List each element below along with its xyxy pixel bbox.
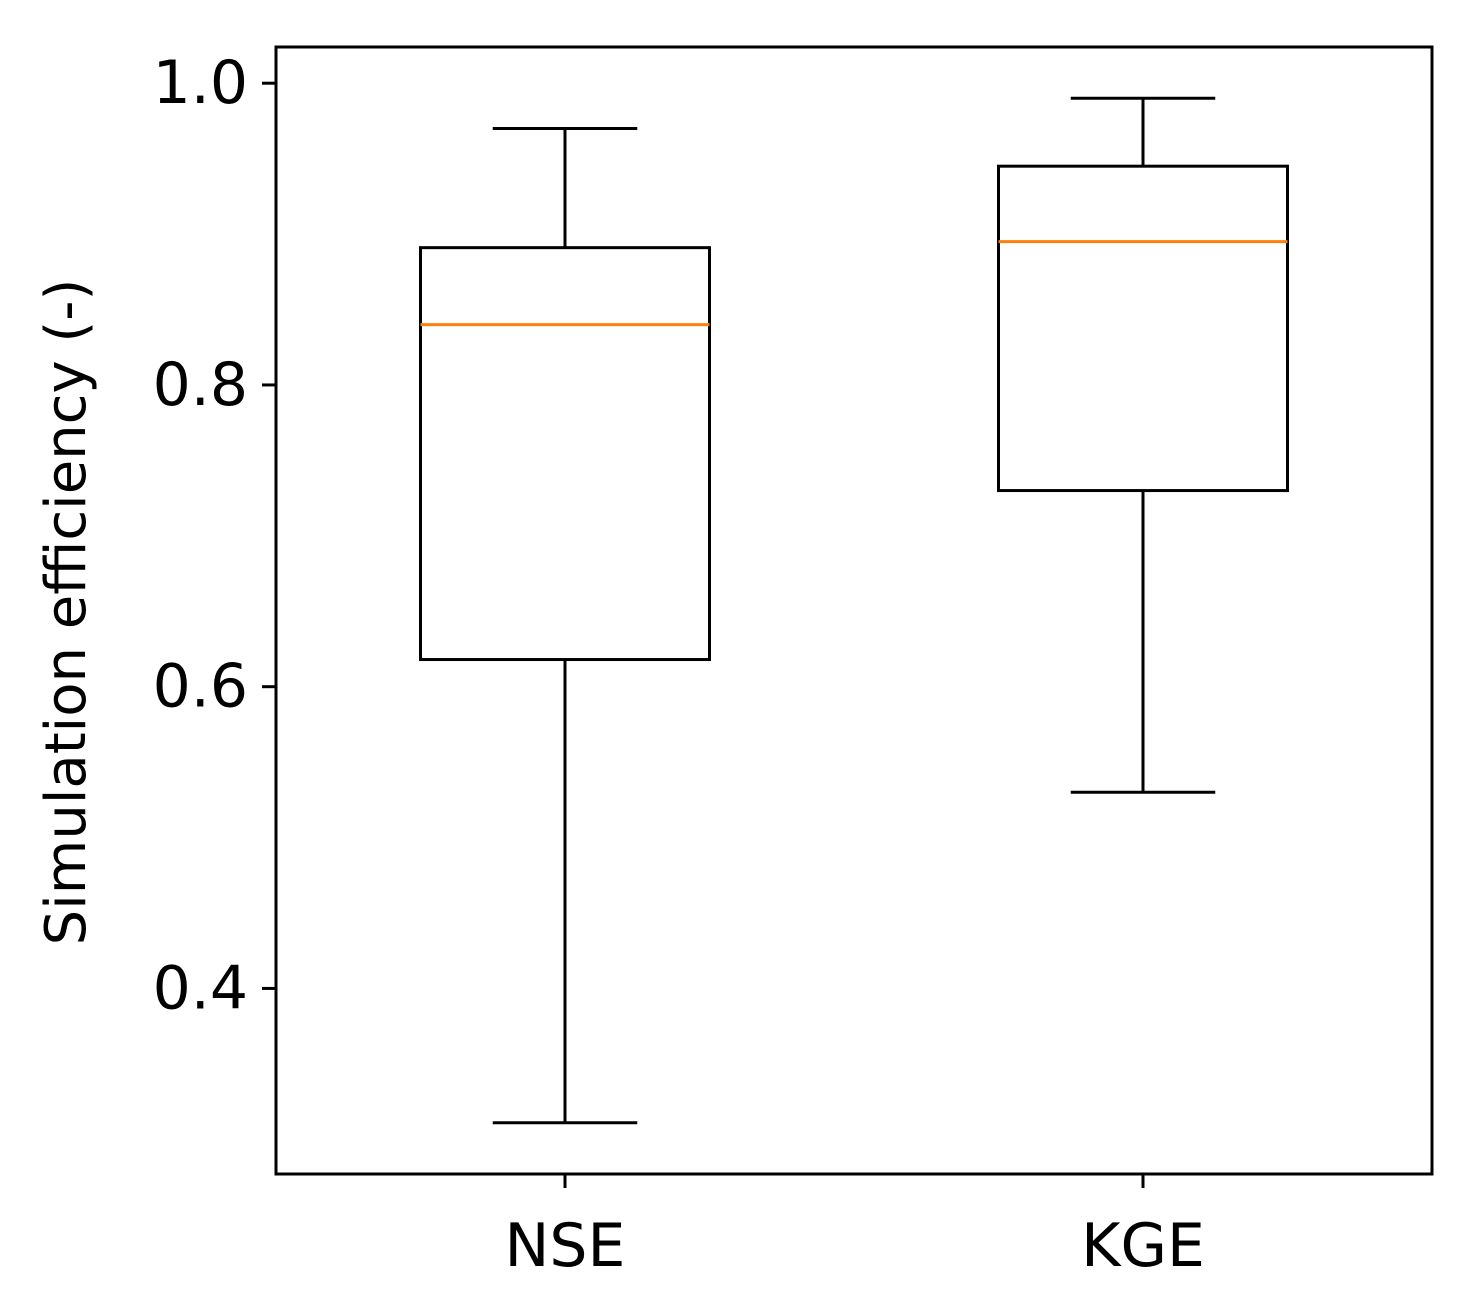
y-tick-label-0.8: 0.8 [153,350,248,420]
x-tick-label-nse: NSE [505,1211,626,1281]
y-tick-label-0.6: 0.6 [153,652,248,722]
boxes-layer [419,96,1289,1125]
y-tick-label-0.4: 0.4 [153,953,248,1023]
plot-frame [274,45,1434,1176]
axes-layer: 0.4 0.6 0.8 1.0 NSE KGE [153,48,1205,1281]
y-tick-label-1.0: 1.0 [153,48,248,118]
box-kge [997,96,1289,794]
box-nse [419,126,711,1125]
x-tick-label-kge: KGE [1081,1211,1205,1281]
iqr-box-kge [997,164,1289,493]
iqr-box-nse [419,246,711,662]
y-axis-label: Simulation efficiency (-) [34,279,99,946]
plot-background [276,47,1432,1174]
